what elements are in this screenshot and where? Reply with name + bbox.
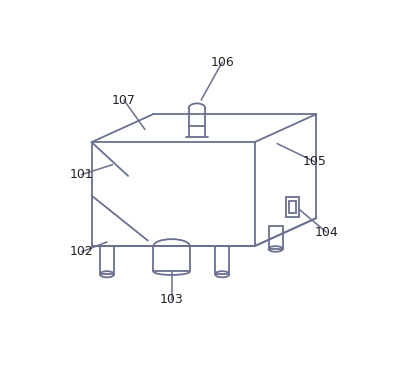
Bar [269, 226, 283, 249]
Bar [153, 246, 190, 272]
Bar [286, 197, 299, 217]
Text: 102: 102 [70, 245, 94, 258]
Text: 106: 106 [211, 55, 234, 69]
Text: 104: 104 [314, 226, 338, 239]
Bar [289, 201, 297, 213]
Text: 105: 105 [303, 155, 327, 168]
Text: 101: 101 [70, 168, 94, 181]
Text: 107: 107 [112, 93, 136, 107]
Bar [100, 246, 114, 274]
Bar [215, 246, 229, 274]
Text: 103: 103 [160, 293, 183, 306]
